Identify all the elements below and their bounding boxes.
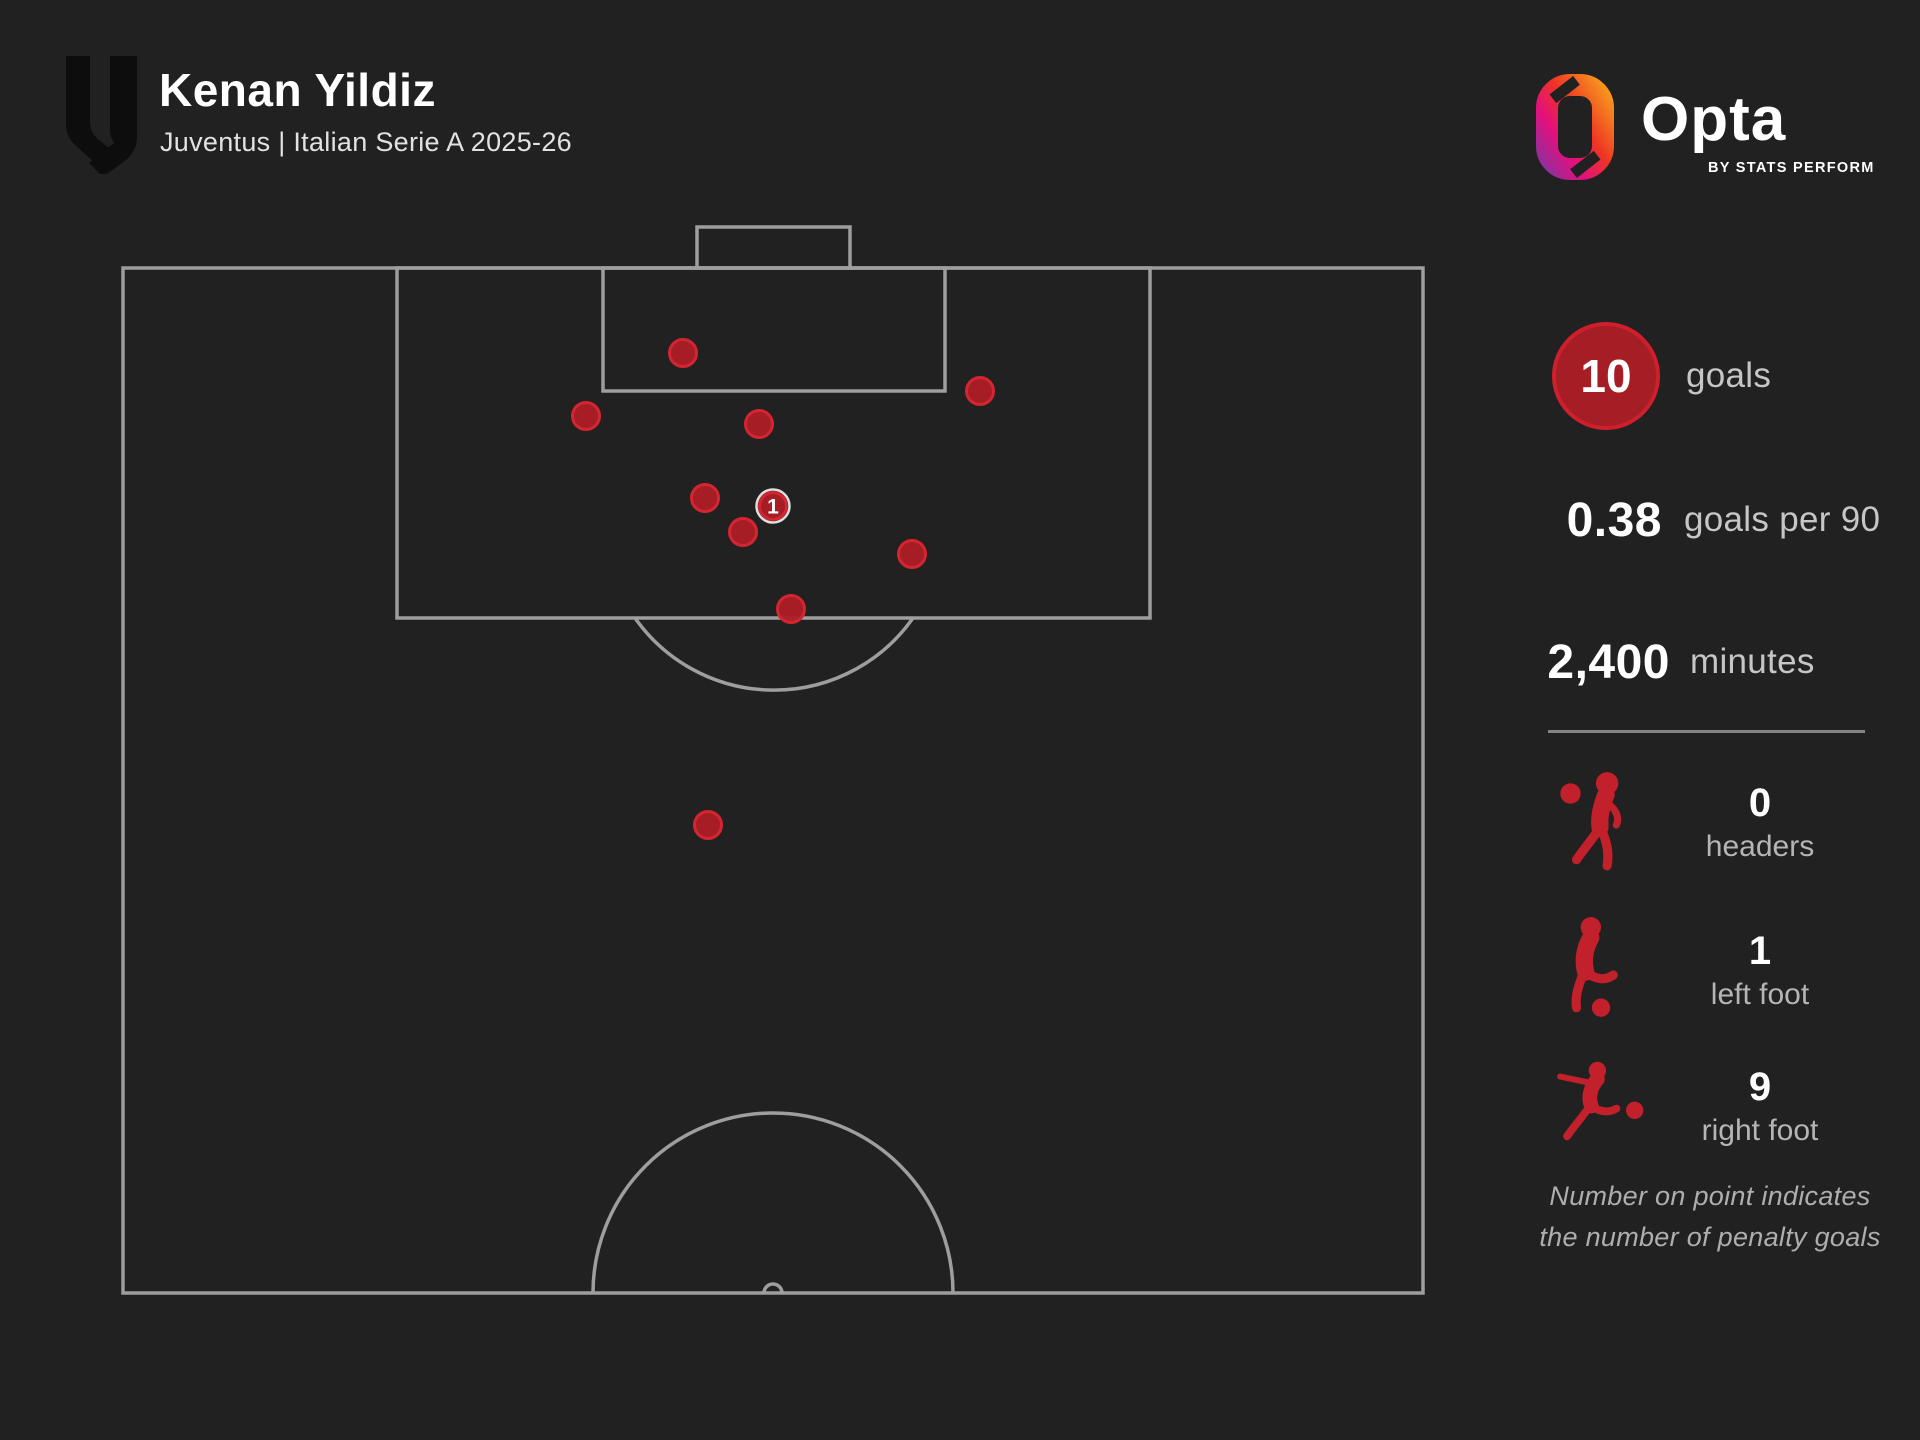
note-line-2: the number of penalty goals (1539, 1222, 1881, 1252)
goals-value: 10 (1580, 350, 1632, 402)
goals-stat-row: 10 goals (1552, 322, 1771, 430)
header-icon (1548, 766, 1652, 878)
goal-dot (897, 539, 927, 569)
divider (1548, 730, 1865, 733)
goal-dot (668, 338, 698, 368)
right-foot-row: 9 right foot (1548, 1046, 1868, 1166)
goal-box (695, 225, 852, 270)
goal-dot (693, 810, 723, 840)
headers-label: headers (1705, 829, 1815, 863)
goal-dot (758, 491, 788, 521)
per90-value: 0.38 (1566, 493, 1662, 547)
left-foot-row: 1 left foot (1548, 910, 1868, 1030)
minutes-value: 2,400 (1547, 635, 1670, 689)
penalty-dot-ring (755, 488, 791, 524)
pitch-lines (121, 225, 1425, 1295)
goal-dot (744, 409, 774, 439)
note-line-1: Number on point indicates (1549, 1181, 1871, 1211)
left-foot-label: left foot (1710, 977, 1810, 1011)
goal-dot (571, 401, 601, 431)
goal-dot (728, 517, 758, 547)
left-foot-value: 1 (1748, 928, 1772, 973)
six-yard-box (601, 266, 947, 393)
penalty-note: Number on point indicates the number of … (1510, 1176, 1910, 1258)
penalty-box (395, 266, 1152, 620)
left-foot-icon (1548, 914, 1652, 1026)
goal-dot (965, 376, 995, 406)
headers-row: 0 headers (1548, 762, 1868, 882)
right-foot-icon (1548, 1050, 1652, 1162)
right-foot-label: right foot (1701, 1113, 1819, 1147)
minutes-stat-row: 2,400 minutes (1545, 634, 1815, 690)
goal-dots: 1 (571, 338, 995, 840)
headers-value: 0 (1748, 780, 1772, 825)
per90-stat-row: 0.38 goals per 90 (1545, 492, 1880, 548)
penalty-arc (633, 616, 915, 692)
centre-circle-arc (591, 1111, 955, 1294)
page-subtitle: Juventus | Italian Serie A 2025-26 (160, 127, 572, 157)
goal-dot (690, 483, 720, 513)
per90-label: goals per 90 (1684, 500, 1881, 539)
opta-wordmark: Opta (1641, 85, 1787, 154)
juventus-logo (66, 56, 137, 174)
opta-logo-icon (1536, 74, 1614, 180)
page-title: Kenan Yildiz (159, 64, 436, 116)
centre-spot (762, 1282, 784, 1294)
goals-badge: 10 (1552, 322, 1660, 430)
penalty-count-label: 1 (767, 496, 779, 519)
right-foot-value: 9 (1748, 1064, 1772, 1109)
opta-sub-wordmark: BY STATS PERFORM (1708, 160, 1875, 176)
goals-label: goals (1686, 356, 1772, 395)
goal-dot (776, 594, 806, 624)
minutes-label: minutes (1690, 642, 1815, 681)
